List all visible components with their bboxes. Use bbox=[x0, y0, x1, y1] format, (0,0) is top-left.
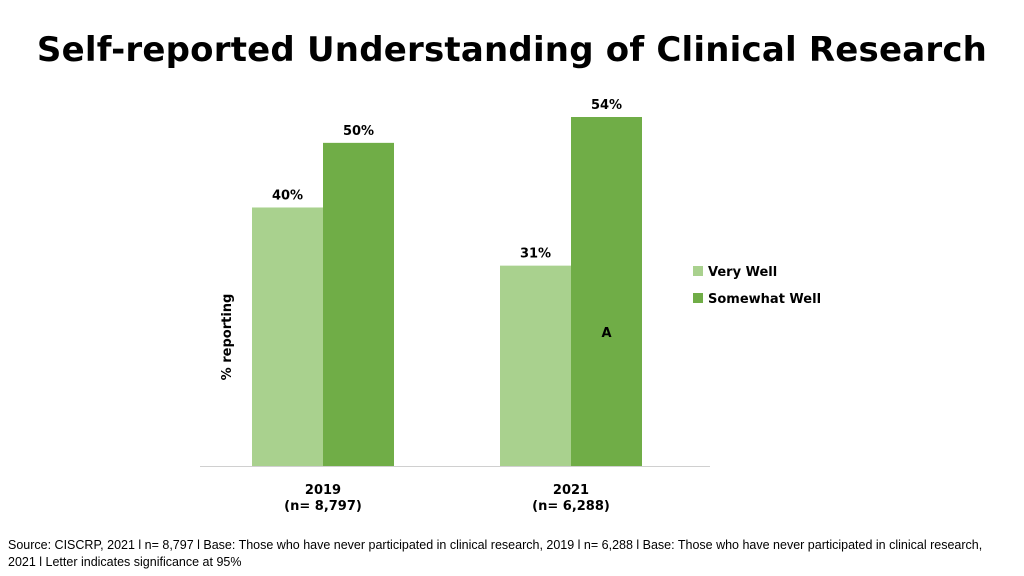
data-label-somewhat-well-2019: 50% bbox=[343, 124, 374, 139]
x-tick-sublabel-2021: (n= 6,288) bbox=[532, 499, 610, 514]
data-label-very-well-2021: 31% bbox=[520, 247, 551, 262]
labels-group: 40% 50% 2019(n= 8,797) 31% 54% 2021(n= 6,288)… bbox=[272, 98, 622, 514]
data-label-somewhat-well-2021: 54% bbox=[591, 98, 622, 113]
bar-somewhat-well-2021 bbox=[571, 117, 642, 466]
x-tick-sublabel-2019: (n= 8,797) bbox=[284, 499, 362, 514]
chart-title: Self-reported Understanding of Clinical … bbox=[36, 30, 988, 70]
bars-group bbox=[252, 117, 642, 466]
bar-very-well-2019 bbox=[252, 207, 323, 466]
source-note: Source: CISCRP, 2021 l n= 8,797 l Base: … bbox=[8, 538, 983, 569]
legend-swatch-very-well bbox=[693, 266, 703, 276]
significance-letter: A bbox=[601, 326, 611, 341]
x-tick-label-2021: 2021 bbox=[553, 483, 589, 498]
legend-swatch-somewhat-well bbox=[693, 293, 703, 303]
bar-somewhat-well-2019 bbox=[323, 142, 394, 466]
bar-very-well-2021 bbox=[500, 265, 571, 466]
legend-label-somewhat-well: Somewhat Well bbox=[708, 292, 821, 307]
x-tick-label-2019: 2019 bbox=[305, 483, 341, 498]
legend-label-very-well: Very Well bbox=[708, 265, 777, 280]
legend: Very Well Somewhat Well bbox=[693, 265, 821, 307]
y-axis-label: % reporting bbox=[220, 294, 235, 381]
data-label-very-well-2019: 40% bbox=[272, 188, 303, 203]
